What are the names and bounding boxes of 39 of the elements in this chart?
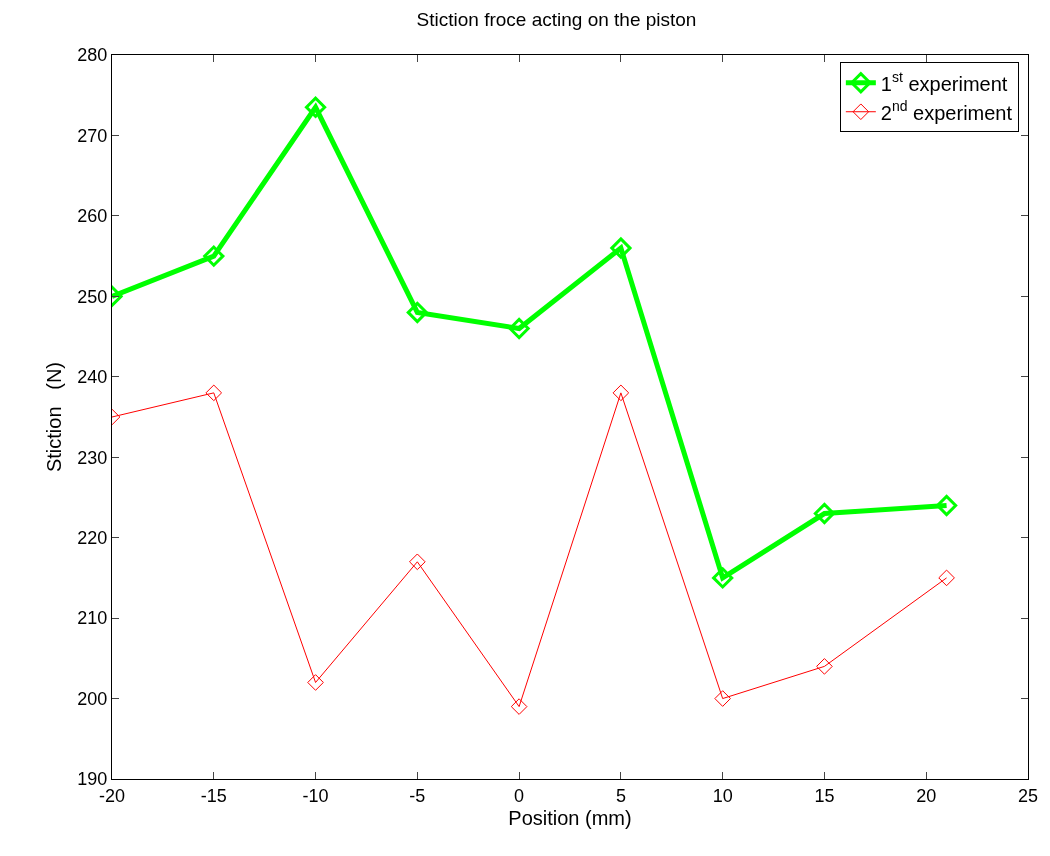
point [508, 317, 530, 340]
y-tick-label: 270 [77, 125, 108, 146]
point [610, 237, 632, 259]
x-tick-label: 20 [916, 785, 937, 806]
point [935, 494, 958, 517]
chart-title: Stiction froce acting on the piston [416, 9, 697, 31]
point [712, 567, 734, 589]
y-tick-label: 230 [77, 447, 108, 468]
x-tick-label: 0 [514, 785, 525, 806]
y-tick-label: 240 [77, 367, 108, 388]
point [714, 690, 731, 707]
legend-label: 1$^{st}$ experiment [880, 69, 1008, 95]
point [938, 569, 955, 587]
x-tick-label: 5 [615, 785, 626, 806]
x-tick-label: -5 [409, 785, 426, 806]
legend-label: 2$^{nd}$ experiment [880, 98, 1013, 124]
y-tick-label: 210 [77, 608, 108, 629]
x-tick-label: 10 [712, 785, 733, 806]
x-tick-label: -10 [302, 785, 329, 806]
y-tick-label: 250 [77, 286, 108, 307]
y-tick-label: 280 [77, 45, 108, 66]
point [612, 384, 630, 402]
point [205, 384, 223, 402]
point [813, 502, 836, 525]
point [304, 96, 327, 118]
point [510, 698, 528, 715]
point [816, 658, 833, 675]
x-axis-title: Position (mm) [508, 807, 632, 830]
x-tick-label: 25 [1017, 785, 1039, 806]
point [409, 553, 426, 571]
point [406, 301, 428, 324]
x-tick-label: 15 [814, 785, 835, 806]
y-tick-label: 200 [77, 688, 108, 709]
point [203, 245, 225, 267]
y-axis-title: Stiction (N) [42, 361, 65, 473]
y-tick-label: 220 [77, 527, 108, 548]
point [307, 674, 324, 691]
x-tick-label: -15 [200, 785, 227, 806]
y-tick-label: 260 [77, 206, 108, 227]
